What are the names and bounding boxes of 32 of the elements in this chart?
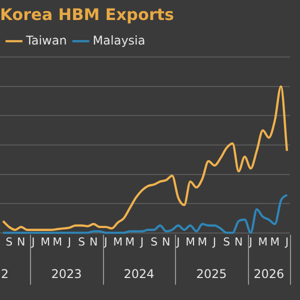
x-tick-label: N	[234, 235, 243, 248]
x-tick-label: M	[198, 235, 208, 248]
x-tick-label: J	[66, 235, 72, 248]
x-tick-label: M	[186, 235, 196, 248]
text: 2023	[51, 266, 82, 281]
x-tick-label: N	[162, 235, 170, 248]
x-tick-label: J	[248, 235, 252, 248]
x-tick-label: M	[125, 235, 135, 248]
legend-label: Taiwan	[25, 33, 67, 48]
x-tick-label: M	[40, 235, 50, 248]
x-tick-label: S	[150, 235, 158, 248]
x-tick-label: N	[90, 235, 98, 248]
text: 2	[1, 266, 9, 281]
x-tick-label: M	[113, 235, 123, 248]
legend-label: Malaysia	[92, 33, 146, 48]
x-tick-label: M	[52, 235, 62, 248]
x-tick-label: J	[212, 235, 216, 248]
x-tick-label: M	[270, 235, 280, 248]
x-tick-label: S	[78, 235, 86, 248]
x-tick-label: J	[30, 235, 35, 248]
x-tick-label: J	[284, 235, 289, 248]
x-tick-label: S	[6, 235, 13, 248]
x-tick-label: J	[103, 235, 108, 248]
text: 2024	[124, 266, 154, 281]
x-tick-label: J	[176, 235, 180, 248]
x-tick-label: J	[139, 235, 144, 248]
text: 2026	[254, 266, 284, 281]
x-tick-label: S	[223, 235, 230, 248]
text: 2025	[196, 266, 227, 281]
x-tick-label: N	[17, 235, 26, 248]
x-tick-label: M	[258, 235, 268, 248]
chart-title: Korea HBM Exports	[0, 4, 174, 24]
